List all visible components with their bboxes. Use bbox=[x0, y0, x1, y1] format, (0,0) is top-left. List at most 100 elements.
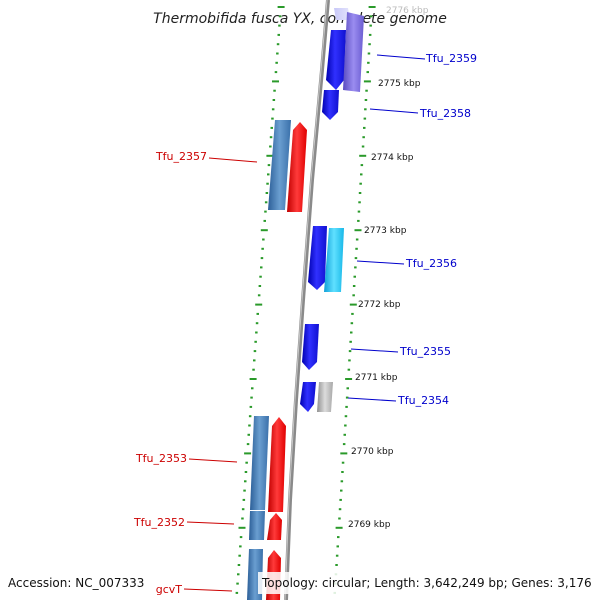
inner-track-tick bbox=[260, 229, 268, 232]
inner-track-tick bbox=[255, 331, 258, 334]
inner-track-tick bbox=[273, 89, 276, 92]
gene-label-tfu2359[interactable]: Tfu_2359 bbox=[425, 52, 477, 65]
outer-track-tick bbox=[340, 480, 344, 483]
scale-label-2775: 2775 kbp bbox=[378, 79, 421, 89]
gene-feature-tfu2357-red[interactable] bbox=[287, 122, 307, 212]
outer-track-tick bbox=[340, 489, 343, 492]
scale-label-2769: 2769 kbp bbox=[348, 520, 391, 530]
inner-track-tick bbox=[242, 498, 246, 501]
outer-track-tick bbox=[364, 99, 368, 101]
outer-track-tick bbox=[350, 322, 354, 325]
outer-track-tick bbox=[349, 303, 357, 306]
leader-line-tfu2352 bbox=[186, 521, 235, 525]
gene-label-tfu2354[interactable]: Tfu_2354 bbox=[397, 394, 449, 407]
gene-feature-tfu2354-blue[interactable] bbox=[300, 382, 316, 412]
leader-line-tfu2353 bbox=[188, 458, 238, 463]
inner-track-tick bbox=[271, 117, 274, 120]
gene-label-gcvt[interactable]: gcvT bbox=[156, 583, 183, 596]
outer-track-tick bbox=[347, 368, 351, 371]
inner-track-tick bbox=[267, 164, 271, 167]
inner-track-tick bbox=[253, 359, 256, 362]
gene-label-tfu2356[interactable]: Tfu_2356 bbox=[405, 257, 457, 270]
leader-line-tfu2355 bbox=[350, 348, 399, 353]
inner-track-tick bbox=[236, 582, 239, 585]
gene-label-tfu2357[interactable]: Tfu_2357 bbox=[155, 150, 207, 163]
outer-track-tick bbox=[352, 294, 355, 297]
outer-track-tick bbox=[335, 564, 338, 566]
inner-track-tick bbox=[254, 340, 257, 343]
outer-track-tick bbox=[339, 498, 342, 501]
outer-track-tick bbox=[354, 229, 362, 232]
gene-feature-tfu2355[interactable] bbox=[302, 324, 319, 370]
outer-track-tick bbox=[355, 247, 358, 250]
topology-text: Topology: circular; Length: 3,642,249 bp… bbox=[261, 576, 592, 590]
gene-feature-tfu2357-steel[interactable] bbox=[268, 120, 291, 210]
outer-track-tick bbox=[335, 526, 343, 529]
gene-feature-tfu2359-lavender[interactable] bbox=[343, 12, 364, 92]
outer-track-tick bbox=[357, 219, 360, 222]
gene-feature-tfu2359-blue[interactable] bbox=[326, 30, 346, 90]
scale-label-2770: 2770 kbp bbox=[351, 447, 394, 457]
outer-track-tick bbox=[367, 61, 370, 64]
outer-track-tick bbox=[336, 545, 339, 548]
gene-feature-tfu2356-cyan[interactable] bbox=[324, 228, 344, 292]
gene-label-tfu2358[interactable]: Tfu_2358 bbox=[419, 107, 471, 120]
inner-track-tick bbox=[255, 322, 259, 325]
gene-feature-tfu2353-red[interactable] bbox=[268, 417, 286, 512]
outer-track-tick bbox=[368, 43, 371, 46]
gene-feature-tfu2358[interactable] bbox=[322, 90, 339, 120]
inner-track-tick bbox=[245, 461, 248, 464]
leader-line-tfu2358 bbox=[369, 108, 419, 114]
inner-track-tick bbox=[265, 192, 269, 194]
scale-label-2776: 2776 kbp bbox=[386, 6, 429, 16]
outer-track-tick bbox=[348, 359, 351, 362]
scale-label-2771: 2771 kbp bbox=[355, 373, 398, 383]
accession-text: Accession: NC_007333 bbox=[8, 576, 144, 590]
inner-track-tick bbox=[264, 201, 268, 204]
inner-track-tick bbox=[248, 415, 252, 418]
outer-track-tick bbox=[352, 285, 356, 287]
outer-track-tick bbox=[360, 164, 364, 167]
leader-line-gcvt bbox=[183, 588, 233, 592]
outer-track-tick bbox=[359, 182, 362, 185]
inner-track-tick bbox=[241, 517, 244, 520]
outer-track-tick bbox=[342, 443, 346, 446]
gene-label-tfu2353[interactable]: Tfu_2353 bbox=[135, 452, 187, 465]
inner-track-tick bbox=[266, 182, 269, 185]
gene-feature-tfu2352-red[interactable] bbox=[267, 513, 282, 540]
outer-track-tick bbox=[359, 154, 367, 157]
leader-line-tfu2356 bbox=[356, 260, 405, 265]
gene-feature-tfu2356-blue[interactable] bbox=[308, 226, 327, 290]
gene-feature-tfu2352-steel[interactable] bbox=[249, 511, 265, 540]
outer-track-tick bbox=[370, 15, 373, 18]
outer-track-tick bbox=[349, 340, 352, 343]
gene-feature-tfu2353-steel[interactable] bbox=[250, 416, 269, 510]
gene-feature-tfu2354-gray[interactable] bbox=[317, 382, 333, 412]
inner-track-tick bbox=[257, 294, 261, 297]
leader-line-tfu2354 bbox=[347, 397, 397, 402]
inner-track-tick bbox=[263, 219, 266, 222]
inner-track-tick bbox=[237, 564, 241, 566]
inner-track-tick bbox=[238, 554, 241, 557]
inner-track-tick bbox=[235, 591, 239, 594]
inner-track-tick bbox=[272, 80, 279, 83]
genome-backbone-highlight bbox=[284, 0, 328, 600]
outer-track-tick bbox=[341, 461, 345, 464]
inner-track-tick bbox=[278, 24, 281, 27]
gene-label-tfu2355[interactable]: Tfu_2355 bbox=[399, 345, 451, 358]
gene-feature-lavender-top[interactable] bbox=[334, 8, 350, 20]
inner-track-tick bbox=[260, 266, 263, 269]
inner-track-tick bbox=[249, 378, 257, 380]
inner-track-tick bbox=[255, 303, 263, 306]
scale-label-2773: 2773 kbp bbox=[364, 226, 407, 236]
outer-track-tick bbox=[368, 6, 376, 8]
inner-track-tick bbox=[261, 247, 264, 250]
outer-track-tick bbox=[337, 536, 340, 539]
leader-line-tfu2359 bbox=[376, 54, 426, 60]
outer-track-tick bbox=[358, 201, 361, 204]
inner-track-tick bbox=[249, 405, 253, 408]
outer-track-tick bbox=[351, 312, 354, 315]
outer-track-tick bbox=[335, 554, 339, 557]
outer-track-tick bbox=[363, 126, 366, 129]
gene-label-tfu2352[interactable]: Tfu_2352 bbox=[133, 516, 185, 529]
